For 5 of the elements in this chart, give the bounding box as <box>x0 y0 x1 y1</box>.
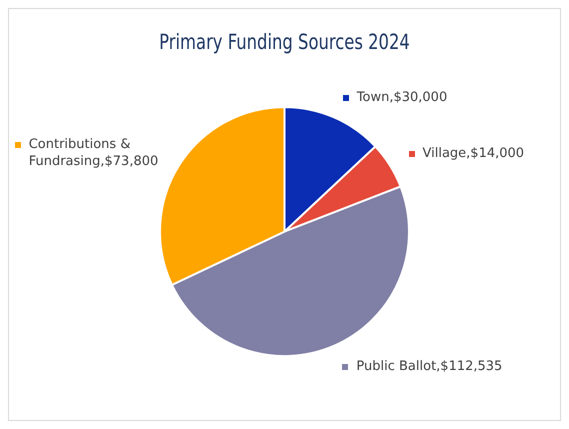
legend-label: Village,$14,000 <box>422 145 524 162</box>
legend-label: Public Ballot,$112,535 <box>356 358 502 375</box>
legend-label: Town,$30,000 <box>356 88 448 106</box>
chart-title: Primary Funding Sources 2024 <box>159 31 410 55</box>
legend-label: Contributions & Fundrasing,$73,800 <box>28 136 160 170</box>
